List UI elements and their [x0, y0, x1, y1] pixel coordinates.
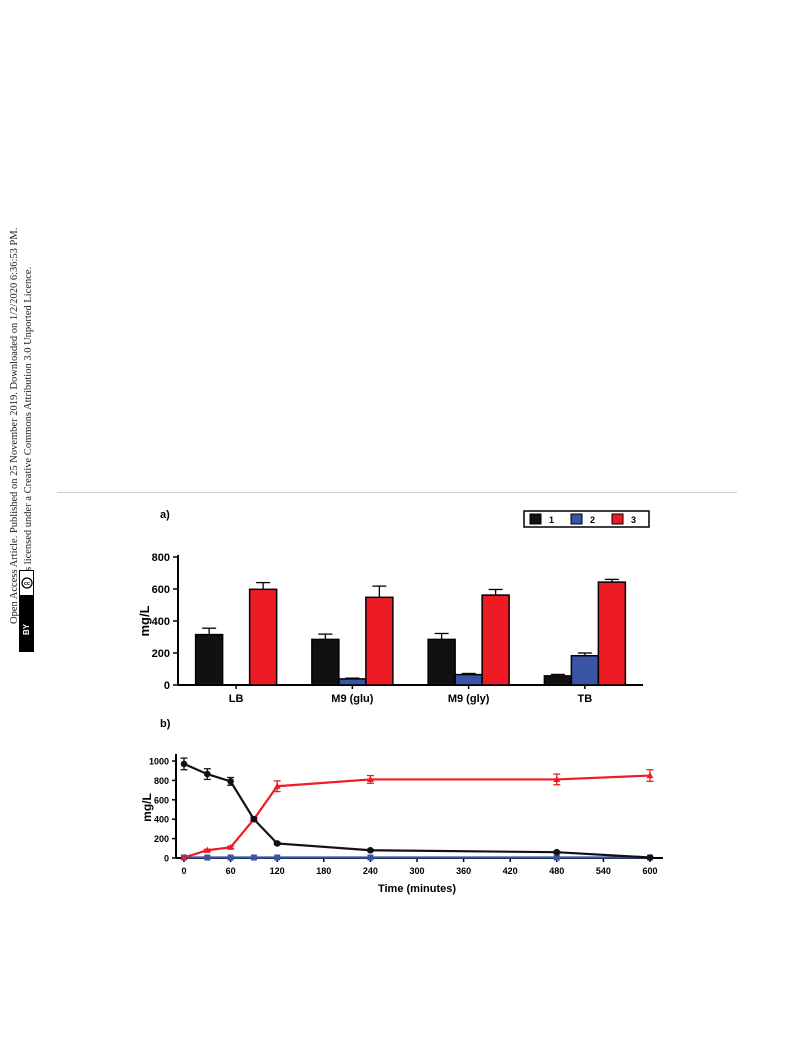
y-tick-label: 0 — [164, 680, 170, 692]
y-tick-label: 600 — [154, 795, 169, 805]
bar — [481, 594, 510, 686]
data-point — [250, 815, 258, 823]
legend-swatch — [529, 513, 542, 525]
y-axis-label: mg/L — [137, 605, 152, 636]
data-point — [646, 854, 654, 861]
bar — [427, 638, 456, 686]
x-tick-label: 300 — [409, 866, 424, 876]
y-tick-label: 1000 — [149, 757, 169, 767]
x-tick-label: 0 — [181, 866, 186, 876]
bar — [194, 633, 224, 686]
bar — [454, 673, 483, 686]
legend-label: 1 — [549, 515, 554, 525]
y-tick-label: 200 — [152, 648, 170, 660]
by-attribution-icon: BY — [20, 595, 33, 651]
y-tick-label: 0 — [164, 854, 169, 864]
data-point — [553, 848, 561, 856]
x-tick-label: 600 — [642, 866, 657, 876]
creative-commons-icon: cc — [20, 571, 33, 595]
data-point — [203, 846, 211, 853]
data-point — [204, 854, 211, 861]
y-tick-label: 800 — [152, 552, 170, 564]
bar — [311, 638, 340, 686]
legend-label: 2 — [590, 515, 595, 525]
bar — [365, 596, 394, 686]
x-tick-label: 420 — [503, 866, 518, 876]
cc-by-badge[interactable]: cc BY — [19, 570, 34, 652]
x-tick-label: LB — [229, 693, 244, 705]
y-tick-label: 800 — [154, 776, 169, 786]
x-tick-label: 360 — [456, 866, 471, 876]
data-point — [553, 775, 561, 783]
x-tick-label: 540 — [596, 866, 611, 876]
x-tick-label: 180 — [316, 866, 331, 876]
bar — [248, 588, 278, 686]
y-tick-label: 200 — [154, 834, 169, 844]
x-tick-label: TB — [578, 693, 593, 705]
x-axis-label: Time (minutes) — [378, 883, 456, 895]
legend-label: 3 — [631, 515, 636, 525]
data-point — [180, 760, 188, 768]
x-tick-label: M9 (glu) — [331, 693, 373, 705]
data-point — [274, 854, 281, 861]
data-point — [367, 775, 374, 783]
panel-label: b) — [160, 718, 171, 730]
x-tick-label: M9 (gly) — [448, 693, 490, 705]
page-divider — [57, 492, 737, 493]
panel-label: a) — [160, 509, 170, 521]
panel-b-line-chart: b) 0 200 400 600 800 1000 0 60 120 180 240 300 360 420… — [140, 718, 663, 895]
data-point — [273, 840, 281, 847]
bar — [597, 581, 627, 686]
series-line — [183, 762, 651, 859]
data-point — [273, 782, 281, 789]
series-line — [183, 774, 651, 859]
y-tick-label: 600 — [152, 584, 170, 596]
data-point — [553, 854, 560, 861]
legend-swatch — [570, 513, 583, 525]
bar — [338, 678, 367, 686]
data-point — [227, 843, 234, 850]
x-tick-label: 240 — [363, 866, 378, 876]
y-tick-label: 400 — [154, 815, 169, 825]
panel-a-bar-chart: a) 0 200 400 600 800 mg/L LB M9 (glu) M9 (gly) TB 1… — [137, 509, 650, 705]
data-point — [367, 854, 374, 861]
data-point — [227, 778, 234, 785]
data-point — [204, 770, 211, 778]
y-axis-label: mg/L — [140, 793, 154, 822]
legend-swatch — [611, 513, 624, 525]
data-point — [180, 853, 188, 861]
bar — [543, 675, 573, 686]
bar — [570, 654, 600, 686]
data-point — [227, 854, 234, 861]
data-point — [646, 771, 654, 779]
data-point — [367, 846, 374, 854]
x-tick-label: 120 — [270, 866, 285, 876]
x-tick-label: 60 — [226, 866, 236, 876]
y-tick-label: 400 — [152, 616, 170, 628]
x-tick-label: 480 — [549, 866, 564, 876]
data-point — [250, 854, 257, 861]
cc-badge-text: cc — [23, 581, 29, 587]
